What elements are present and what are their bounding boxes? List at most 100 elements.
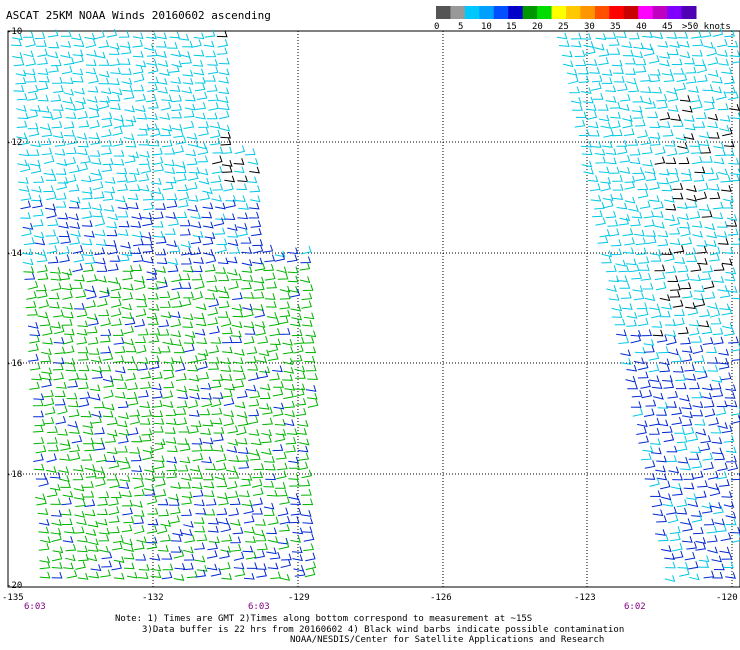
wind-barb (133, 516, 144, 525)
wind-barb (709, 246, 721, 256)
wind-barb (225, 199, 236, 209)
wind-barb (730, 168, 740, 176)
wind-barb (675, 382, 687, 390)
wind-barb (724, 76, 735, 85)
wind-barb (654, 221, 665, 229)
wind-barb (229, 246, 240, 254)
wind-barb (89, 384, 101, 392)
wind-barb (37, 57, 48, 65)
wind-barb (248, 429, 260, 436)
wind-barb (178, 199, 189, 208)
wind-barb (157, 498, 169, 506)
wind-barb (637, 129, 648, 139)
wind-barb (156, 51, 167, 58)
wind-barb (48, 64, 59, 73)
wind-barb (146, 312, 158, 320)
wind-barb (608, 38, 620, 46)
wind-barb (73, 526, 85, 534)
legend-tick: 5 (458, 22, 463, 32)
wind-barb (177, 184, 188, 191)
wind-barb (653, 201, 664, 210)
wind-barb (85, 529, 97, 536)
wind-barb (171, 273, 182, 283)
wind-barb (193, 32, 205, 40)
wind-barb (611, 59, 623, 67)
wind-barb (278, 315, 289, 325)
wind-barb (205, 463, 216, 471)
wind-barb (267, 536, 279, 544)
wind-barb (175, 407, 187, 415)
wind-barb (94, 427, 105, 435)
wind-barb (196, 533, 208, 542)
wind-barb (252, 239, 263, 247)
wind-barb (94, 401, 105, 409)
wind-barb (74, 510, 85, 518)
wind-barb (132, 473, 144, 480)
wind-barb (232, 526, 244, 535)
wind-barb (127, 397, 139, 406)
wind-barb (715, 406, 727, 416)
legend-swatch (479, 6, 495, 19)
wind-barb (721, 552, 733, 560)
wind-barb (268, 516, 279, 526)
wind-barb (61, 318, 73, 326)
wind-barb (711, 76, 723, 84)
wind-barb (729, 526, 740, 534)
wind-barb (658, 346, 669, 354)
wind-barb (624, 196, 636, 204)
wind-barb (150, 187, 162, 195)
wind-barb (23, 31, 34, 38)
wind-barb (170, 545, 182, 553)
wind-barb (212, 155, 223, 165)
wind-barb (566, 68, 578, 76)
wind-barb (113, 556, 125, 563)
wind-barb (100, 329, 112, 336)
wind-barb (92, 181, 104, 191)
wind-barb (625, 258, 637, 266)
wind-barb (690, 446, 702, 454)
wind-barb (274, 419, 286, 426)
wind-barb (60, 235, 72, 244)
wind-barb (717, 38, 728, 48)
wind-barb (192, 291, 203, 301)
wind-barb (722, 322, 733, 330)
wind-barb (678, 213, 690, 221)
wind-barb (652, 509, 664, 517)
wind-barb (203, 481, 215, 489)
wind-barb (595, 156, 606, 164)
wind-barb (112, 138, 123, 147)
wind-barb (137, 128, 148, 136)
wind-barb (707, 546, 718, 554)
wind-barb (645, 230, 657, 237)
wind-barb (76, 328, 88, 336)
wind-barb (87, 96, 98, 104)
wind-barb (220, 138, 232, 146)
wind-barb (177, 464, 189, 472)
wind-barb (163, 364, 174, 372)
wind-barb (207, 285, 218, 293)
wind-barb (138, 564, 150, 571)
wind-barb (55, 415, 67, 425)
wind-barb (52, 363, 64, 371)
wind-barb (304, 355, 316, 363)
wind-barb (46, 244, 58, 254)
wind-barb (101, 139, 112, 147)
legend-swatch (436, 6, 451, 19)
wind-barb (38, 299, 50, 309)
wind-barb (196, 91, 208, 100)
wind-barb (182, 313, 194, 321)
wind-barb (199, 408, 211, 416)
wind-barb (131, 465, 143, 473)
wind-barb (66, 147, 77, 155)
wind-barb (120, 41, 131, 49)
wind-barb (674, 309, 685, 316)
wind-barb (262, 244, 274, 253)
wind-barb (707, 113, 719, 121)
wind-barb (114, 345, 126, 354)
wind-barb (70, 230, 81, 238)
wind-barb (625, 57, 636, 65)
wind-barb (228, 280, 239, 290)
legend-tick: 15 (506, 22, 517, 32)
wind-barb (52, 104, 64, 111)
wind-barb (129, 415, 141, 425)
